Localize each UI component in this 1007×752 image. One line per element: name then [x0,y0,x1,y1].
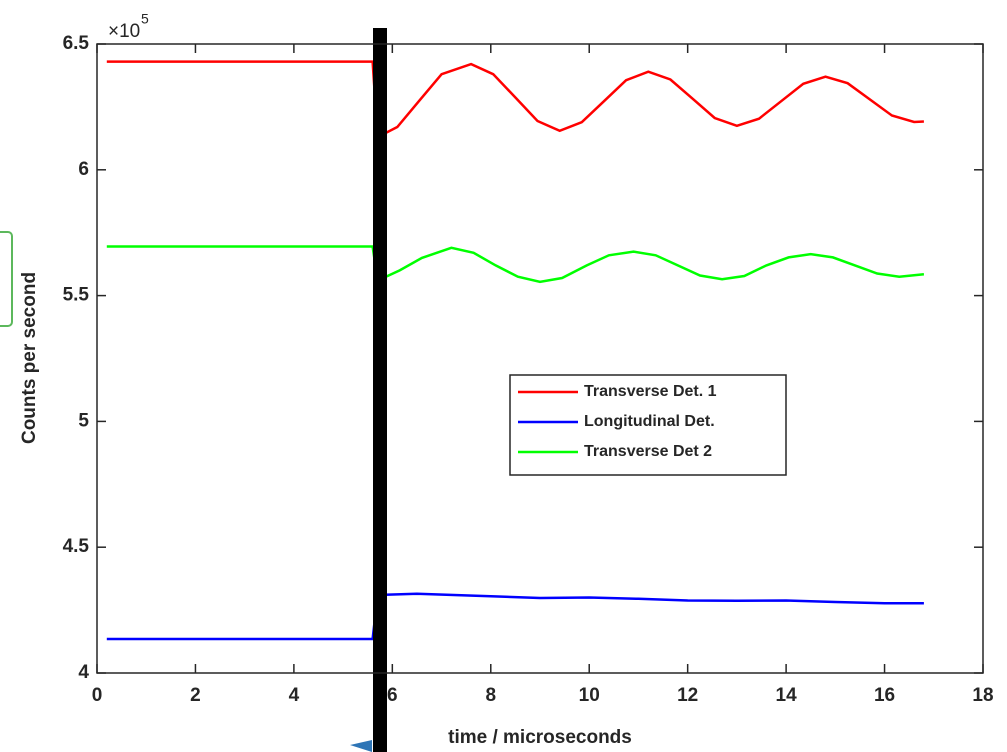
y-tick-label: 5 [78,410,89,431]
legend: Transverse Det. 1 Longitudinal Det. Transv… [509,374,787,476]
x-tick-label: 18 [972,685,993,706]
x-tick-label: 6 [387,685,398,706]
x-axis-title: time / microseconds [448,727,632,748]
legend-label: Longitudinal Det. [584,413,715,430]
y-tick-label: 6.5 [63,33,90,54]
x-tick-label: 12 [677,685,698,706]
legend-label: Transverse Det 2 [584,443,712,460]
series-line [106,245,925,284]
y-tick-label: 5.5 [63,285,90,306]
y-tick-label: 4.5 [63,536,90,557]
arrow-fragment [350,740,372,752]
x-tick-label: 10 [579,685,600,706]
cropped-element [0,231,13,327]
series-line [106,60,924,140]
x-tick-label: 8 [485,685,496,706]
axes-box [96,43,984,674]
x-tick-label: 0 [92,685,103,706]
legend-label: Transverse Det. 1 [584,383,717,400]
occluding-bar [373,28,387,752]
y-multiplier-exponent: 5 [141,11,149,27]
x-tick-label: 2 [190,685,201,706]
y-multiplier: ×10 [108,21,140,42]
x-tick-label: 14 [776,685,798,706]
x-tick-label: 4 [289,685,300,706]
y-tick-label: 6 [78,159,89,180]
x-tick-label: 16 [874,685,895,706]
legend-box [509,374,787,476]
y-axis-title: Counts per second [19,272,40,444]
y-tick-label: 4 [78,662,89,683]
